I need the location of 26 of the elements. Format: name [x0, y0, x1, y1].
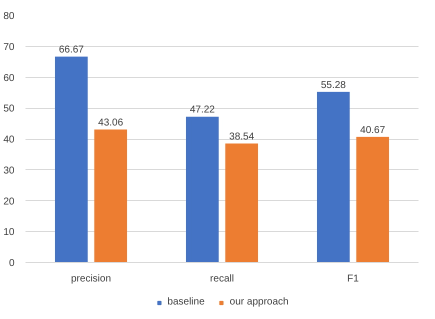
- legend-label: our approach: [230, 296, 289, 308]
- data-label: 47.22: [190, 104, 216, 116]
- bar: [186, 116, 219, 262]
- data-label: 40.67: [360, 124, 386, 136]
- x-tick-label: F1: [347, 274, 360, 284]
- x-tick-label: precision: [70, 274, 112, 284]
- y-tick-label: 70: [3, 42, 15, 53]
- y-tick-label: 40: [3, 134, 15, 146]
- y-tick-label: 0: [8, 258, 15, 269]
- legend-label: baseline: [167, 296, 205, 308]
- data-label: 55.28: [320, 80, 346, 91]
- bar: [316, 92, 350, 262]
- y-tick-label: 60: [3, 72, 15, 84]
- bar: [356, 136, 390, 262]
- data-label: 38.54: [229, 132, 255, 143]
- y-tick-label: 80: [3, 11, 15, 22]
- y-tick-label: 50: [3, 104, 15, 115]
- data-label: 43.06: [98, 118, 124, 129]
- data-label: 66.67: [58, 44, 84, 56]
- bar: [54, 56, 88, 262]
- bar: [94, 130, 128, 262]
- y-tick-label: 10: [3, 227, 15, 238]
- bar: [225, 144, 258, 262]
- x-tick-label: recall: [210, 274, 234, 284]
- y-tick-label: 30: [3, 165, 15, 176]
- y-tick-label: 20: [3, 196, 15, 208]
